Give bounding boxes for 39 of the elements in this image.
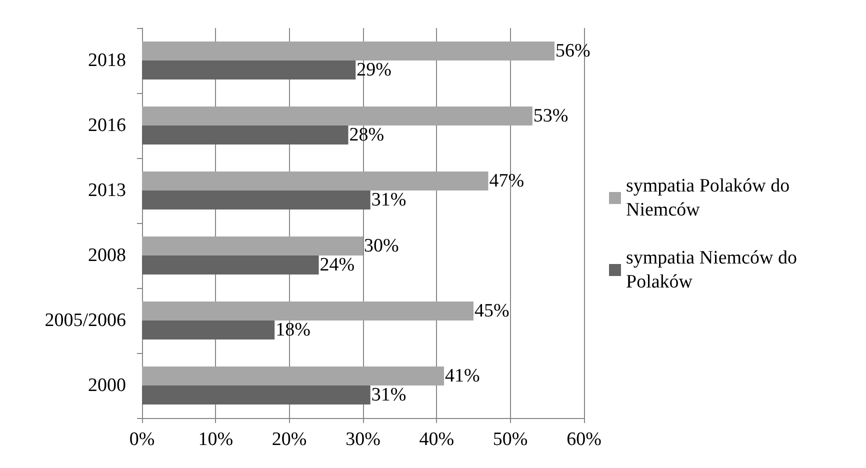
x-tick-label: 0% xyxy=(129,429,155,450)
data-label: 45% xyxy=(474,300,510,322)
y-tick-label: 2013 xyxy=(88,180,126,201)
bar xyxy=(142,60,356,80)
x-tick-label: 10% xyxy=(198,429,234,450)
bar xyxy=(142,366,444,386)
bar xyxy=(142,302,474,320)
y-tick-label: 2008 xyxy=(88,245,126,266)
data-label: 56% xyxy=(556,40,591,62)
x-tick-label: 20% xyxy=(272,429,307,450)
y-tick-label: 2018 xyxy=(88,50,126,71)
data-label: 28% xyxy=(349,124,384,146)
y-tick-label: 2016 xyxy=(88,115,126,136)
bar xyxy=(142,256,319,274)
bar xyxy=(142,42,555,60)
x-tick-label: 50% xyxy=(492,429,528,450)
bar xyxy=(142,386,370,404)
bar xyxy=(142,126,348,144)
data-label: 24% xyxy=(320,254,355,276)
y-tick-label: 2005/2006 xyxy=(44,310,126,331)
bar xyxy=(142,172,488,190)
bar xyxy=(142,190,370,210)
bar xyxy=(142,106,532,126)
bar xyxy=(142,320,275,340)
x-tick-label: 30% xyxy=(346,429,381,450)
x-tick-label: 40% xyxy=(419,429,454,450)
legend-label: sympatia Niemców do Polaków xyxy=(626,248,802,292)
legend-label: sympatia Polaków do Niemców xyxy=(626,176,794,220)
data-label: 29% xyxy=(356,60,392,80)
x-tick-label: 60% xyxy=(566,429,602,450)
data-label: 53% xyxy=(533,106,568,126)
bar xyxy=(142,236,363,256)
data-label: 41% xyxy=(445,366,480,386)
data-label: 30% xyxy=(364,236,399,256)
data-label: 47% xyxy=(489,170,524,192)
y-tick-label: 2000 xyxy=(88,375,126,396)
data-label: 31% xyxy=(371,384,406,406)
data-label: 31% xyxy=(371,190,406,210)
data-label: 18% xyxy=(276,320,311,340)
